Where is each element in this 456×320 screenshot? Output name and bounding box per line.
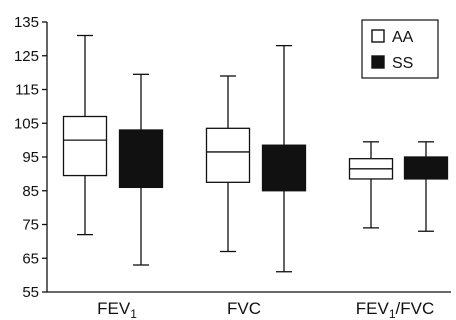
y-ticks: 55 65 75 85 95 105 115 125 135 xyxy=(14,14,47,301)
box-aa-2 xyxy=(348,141,394,229)
box-ss-0 xyxy=(118,73,164,266)
y-tick-label-65: 65 xyxy=(22,250,39,267)
y-tick-label-55: 55 xyxy=(22,284,39,301)
y-tick-label-135: 135 xyxy=(14,14,39,31)
y-tick-label-105: 105 xyxy=(14,115,39,132)
y-tick-label-75: 75 xyxy=(22,217,39,234)
y-tick-label-125: 125 xyxy=(14,48,39,65)
boxes xyxy=(62,34,449,273)
legend-swatch-ss xyxy=(371,55,385,69)
x-category-labels: FEV1 FVC FEV1/FVC xyxy=(97,299,434,320)
box-iqr xyxy=(62,115,108,177)
x-label-fvc: FVC xyxy=(227,299,261,318)
box-ss-2 xyxy=(403,141,449,232)
y-tick-label-85: 85 xyxy=(22,183,39,200)
y-tick-label-115: 115 xyxy=(15,82,39,99)
box-iqr xyxy=(403,156,449,180)
legend-swatch-aa xyxy=(371,29,385,43)
box-iqr xyxy=(261,144,307,192)
box-aa-0 xyxy=(62,34,108,236)
x-label-fev1: FEV1 xyxy=(97,299,137,320)
box-ss-1 xyxy=(261,44,307,273)
box-iqr xyxy=(118,129,164,189)
box-aa-1 xyxy=(205,75,251,253)
legend-label-aa: AA xyxy=(392,29,414,46)
legend-label-ss: SS xyxy=(392,55,413,72)
box-iqr xyxy=(205,127,251,183)
x-label-fev1-fvc: FEV1/FVC xyxy=(356,299,434,320)
legend: AA SS xyxy=(361,19,439,79)
y-tick-label-95: 95 xyxy=(22,149,39,166)
